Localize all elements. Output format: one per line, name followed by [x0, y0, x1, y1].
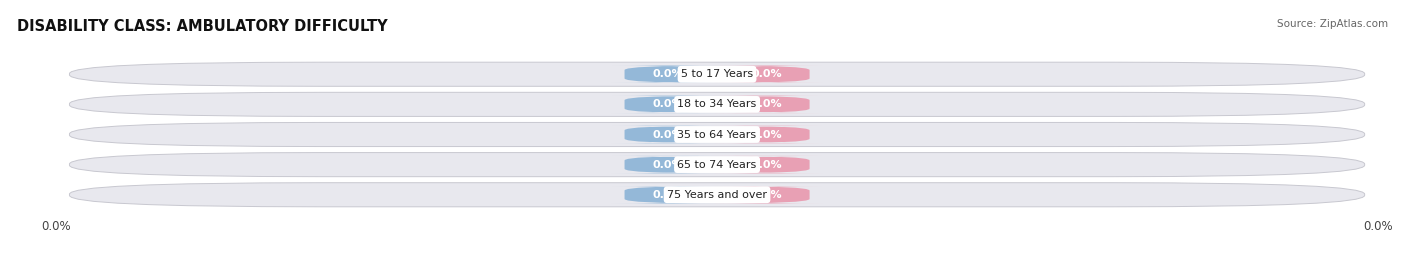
Text: 0.0%: 0.0% [751, 160, 782, 170]
Text: 0.0%: 0.0% [751, 129, 782, 140]
FancyBboxPatch shape [612, 126, 724, 143]
Text: 18 to 34 Years: 18 to 34 Years [678, 99, 756, 109]
Text: 0.0%: 0.0% [652, 129, 683, 140]
Text: 0.0%: 0.0% [652, 190, 683, 200]
FancyBboxPatch shape [710, 126, 823, 143]
FancyBboxPatch shape [710, 66, 823, 83]
FancyBboxPatch shape [69, 153, 1365, 177]
FancyBboxPatch shape [612, 186, 724, 203]
FancyBboxPatch shape [612, 156, 724, 173]
FancyBboxPatch shape [612, 96, 724, 113]
FancyBboxPatch shape [710, 156, 823, 173]
Text: 0.0%: 0.0% [652, 160, 683, 170]
Text: Source: ZipAtlas.com: Source: ZipAtlas.com [1277, 19, 1388, 29]
Text: 75 Years and over: 75 Years and over [666, 190, 768, 200]
Text: DISABILITY CLASS: AMBULATORY DIFFICULTY: DISABILITY CLASS: AMBULATORY DIFFICULTY [17, 19, 388, 34]
Text: 0.0%: 0.0% [652, 69, 683, 79]
FancyBboxPatch shape [69, 183, 1365, 207]
Text: 0.0%: 0.0% [751, 99, 782, 109]
FancyBboxPatch shape [69, 92, 1365, 116]
Text: 0.0%: 0.0% [652, 99, 683, 109]
Text: 65 to 74 Years: 65 to 74 Years [678, 160, 756, 170]
Text: 0.0%: 0.0% [751, 69, 782, 79]
Text: 0.0%: 0.0% [751, 190, 782, 200]
Text: 35 to 64 Years: 35 to 64 Years [678, 129, 756, 140]
FancyBboxPatch shape [612, 66, 724, 83]
FancyBboxPatch shape [69, 122, 1365, 147]
FancyBboxPatch shape [69, 62, 1365, 86]
FancyBboxPatch shape [710, 186, 823, 203]
FancyBboxPatch shape [710, 96, 823, 113]
Text: 5 to 17 Years: 5 to 17 Years [681, 69, 754, 79]
